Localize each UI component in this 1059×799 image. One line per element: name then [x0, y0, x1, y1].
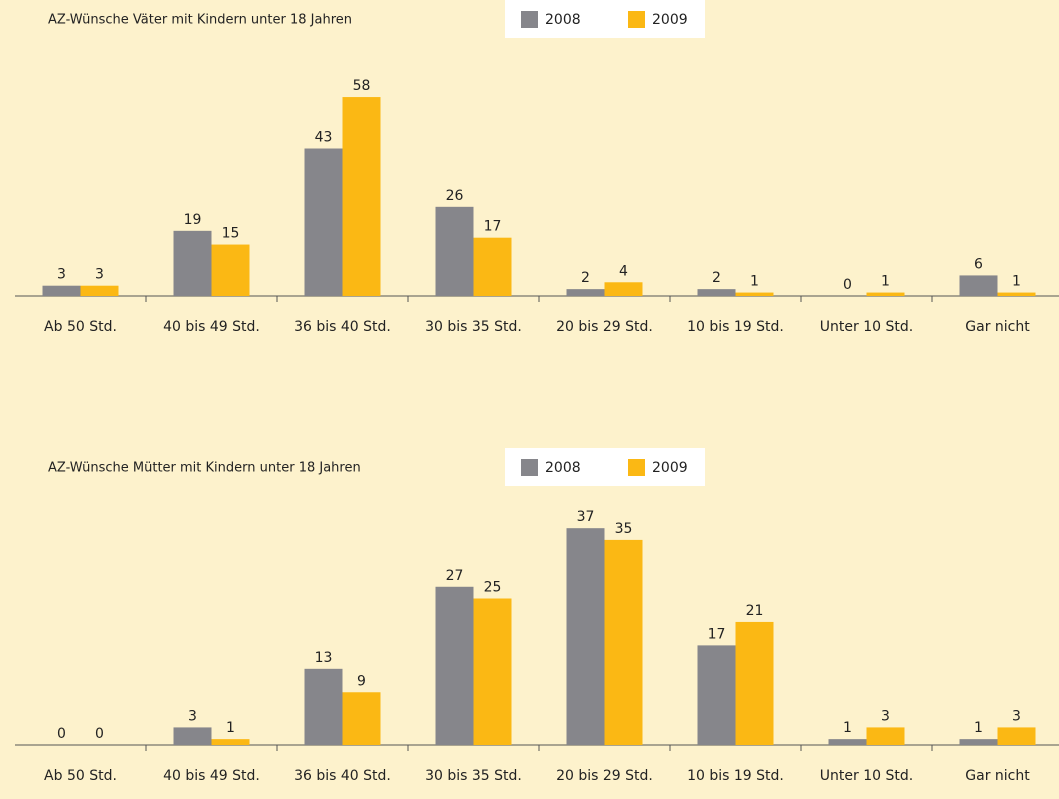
value-label: 3 [188, 708, 197, 724]
value-label: 3 [57, 267, 66, 283]
legend-swatch [521, 11, 538, 28]
x-tick-label: 20 bis 29 Std. [556, 768, 653, 784]
x-tick-label: Ab 50 Std. [44, 768, 117, 784]
bar [604, 282, 643, 296]
bar [42, 285, 81, 296]
value-label: 15 [222, 226, 240, 242]
value-label: 17 [708, 626, 726, 642]
x-tick-label: 36 bis 40 Std. [294, 768, 391, 784]
value-label: 0 [57, 726, 66, 742]
value-label: 1 [226, 720, 235, 736]
value-label: 13 [315, 650, 333, 666]
bar [866, 727, 905, 745]
value-label: 25 [484, 580, 502, 596]
bar [211, 244, 250, 296]
chart-title: AZ-Wünsche Väter mit Kindern unter 18 Ja… [48, 13, 352, 28]
x-tick-label: Ab 50 Std. [44, 319, 117, 335]
value-label: 4 [619, 263, 628, 279]
bar [435, 206, 474, 296]
bar [342, 97, 381, 296]
value-label: 1 [1012, 274, 1021, 290]
x-tick-label: Gar nicht [965, 768, 1030, 784]
value-label: 3 [1012, 708, 1021, 724]
x-tick-label: Unter 10 Std. [820, 319, 913, 335]
x-tick-label: 20 bis 29 Std. [556, 319, 653, 335]
value-label: 37 [577, 509, 595, 525]
value-label: 3 [95, 267, 104, 283]
bar [435, 586, 474, 745]
legend-box [505, 0, 705, 38]
bar [735, 621, 774, 745]
value-label: 19 [184, 212, 202, 228]
value-label: 17 [484, 219, 502, 235]
bar [604, 539, 643, 745]
legend-box [505, 448, 705, 486]
legend-swatch [628, 11, 645, 28]
bar [304, 668, 343, 745]
legend-label: 2009 [652, 12, 688, 28]
value-label: 1 [750, 274, 759, 290]
x-tick-label: 30 bis 35 Std. [425, 768, 522, 784]
value-label: 21 [746, 603, 764, 619]
bar [80, 285, 119, 296]
value-label: 1 [974, 720, 983, 736]
value-label: 43 [315, 130, 333, 146]
value-label: 0 [843, 277, 852, 293]
x-tick-label: 10 bis 19 Std. [687, 319, 784, 335]
value-label: 1 [881, 274, 890, 290]
value-label: 6 [974, 256, 983, 272]
bar [959, 739, 998, 745]
bar [173, 727, 212, 745]
value-label: 26 [446, 188, 464, 204]
bar [566, 289, 605, 296]
x-tick-label: Unter 10 Std. [820, 768, 913, 784]
bar [473, 237, 512, 296]
x-tick-label: 30 bis 35 Std. [425, 319, 522, 335]
chart-title: AZ-Wünsche Mütter mit Kindern unter 18 J… [48, 461, 361, 476]
bar [735, 292, 774, 296]
value-label: 1 [843, 720, 852, 736]
bar [997, 727, 1036, 745]
legend-label: 2009 [652, 460, 688, 476]
x-tick-label: 36 bis 40 Std. [294, 319, 391, 335]
legend-label: 2008 [545, 12, 581, 28]
value-label: 35 [615, 521, 633, 537]
x-tick-label: 40 bis 49 Std. [163, 319, 260, 335]
bar [304, 148, 343, 296]
legend-swatch [628, 459, 645, 476]
bar [566, 528, 605, 745]
bar [697, 289, 736, 296]
bar [997, 292, 1036, 296]
value-label: 9 [357, 673, 366, 689]
bar [473, 598, 512, 745]
bar [211, 739, 250, 745]
x-tick-label: Gar nicht [965, 319, 1030, 335]
value-label: 27 [446, 568, 464, 584]
bar [828, 739, 867, 745]
value-label: 0 [95, 726, 104, 742]
bar [959, 275, 998, 296]
value-label: 3 [881, 708, 890, 724]
bar [173, 230, 212, 296]
x-tick-label: 40 bis 49 Std. [163, 768, 260, 784]
x-tick-label: 10 bis 19 Std. [687, 768, 784, 784]
value-label: 2 [581, 270, 590, 286]
bar [697, 645, 736, 745]
bar [866, 292, 905, 296]
legend-swatch [521, 459, 538, 476]
value-label: 2 [712, 270, 721, 286]
legend-label: 2008 [545, 460, 581, 476]
bar [342, 692, 381, 745]
value-label: 58 [353, 78, 371, 94]
